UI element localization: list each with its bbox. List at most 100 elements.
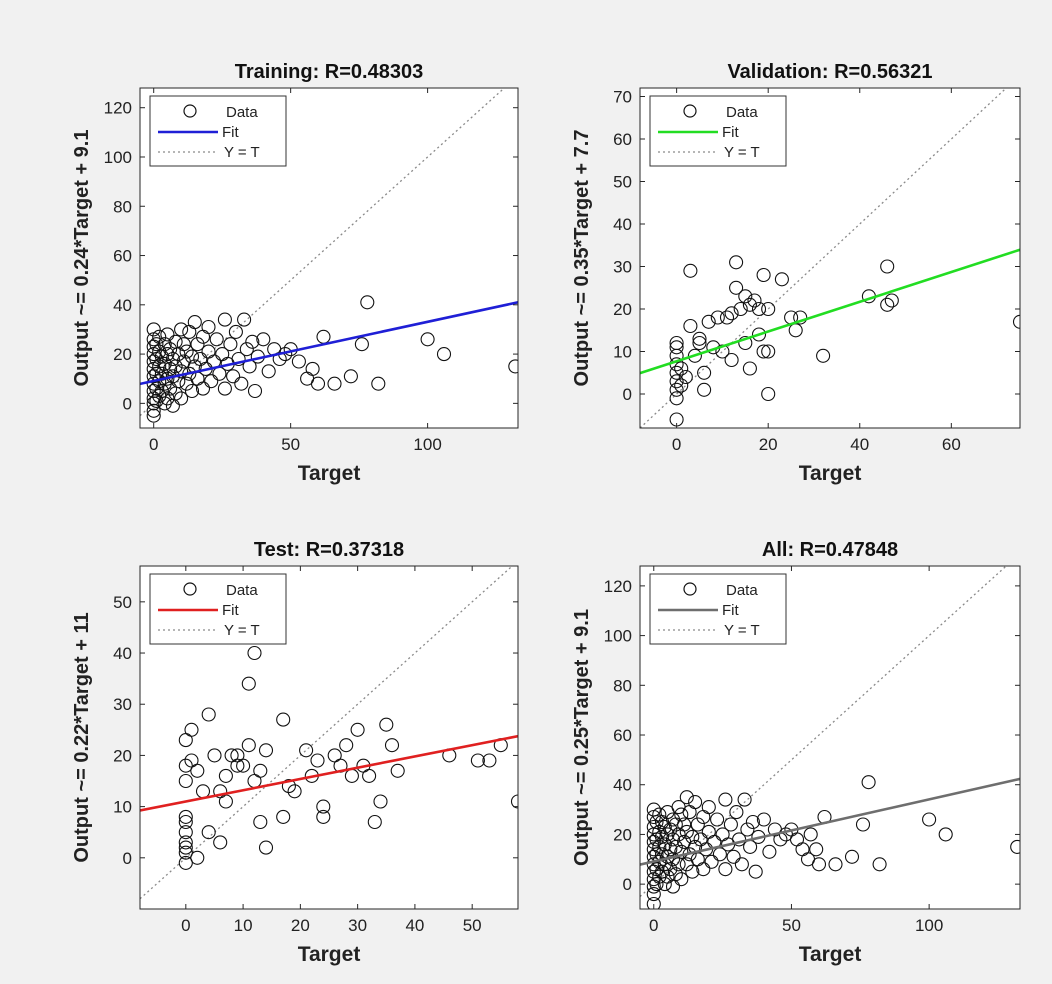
x-tick-label: 30	[348, 916, 367, 935]
data-point	[209, 332, 224, 347]
data-point	[231, 351, 246, 367]
data-point	[742, 297, 757, 312]
y-tick-label: 10	[113, 798, 132, 817]
data-point	[287, 784, 302, 799]
data-point	[371, 376, 386, 391]
data-point	[253, 814, 268, 830]
fit-line	[140, 301, 518, 386]
data-point	[669, 365, 684, 380]
data-point	[152, 329, 167, 344]
data-point	[237, 312, 252, 327]
data-point	[884, 293, 899, 308]
data-point	[748, 864, 763, 879]
data-point	[228, 324, 243, 339]
identity-line	[640, 88, 1008, 428]
data-point	[1010, 839, 1020, 854]
data-point	[223, 337, 238, 352]
data-point	[160, 327, 175, 342]
data-point	[715, 344, 730, 359]
data-point	[178, 809, 193, 824]
identity-line	[640, 566, 1008, 898]
data-point	[880, 297, 895, 312]
data-point	[261, 364, 276, 379]
data-point	[157, 356, 172, 371]
data-point	[217, 381, 232, 396]
data-point	[316, 809, 331, 824]
chart-title: Training: R=0.48303	[235, 61, 423, 83]
data-point	[674, 872, 689, 887]
data-point	[697, 365, 712, 380]
data-point	[761, 386, 776, 402]
data-point	[305, 361, 320, 376]
data-point	[793, 310, 808, 325]
y-tick-label: 0	[623, 385, 632, 404]
y-tick-label: 40	[613, 776, 632, 795]
data-point	[745, 814, 760, 830]
data-point	[373, 794, 388, 809]
y-tick-label: 0	[123, 849, 132, 868]
x-tick-label: 50	[463, 916, 482, 935]
y-tick-label: 30	[613, 258, 632, 277]
data-point	[420, 332, 435, 347]
y-axis-label: Output ~= 0.24*Target + 9.1	[71, 130, 93, 387]
x-tick-label: 60	[942, 435, 961, 454]
chart-title: All: R=0.47848	[762, 539, 898, 561]
chart-title: Test: R=0.37318	[254, 539, 404, 561]
data-point	[201, 319, 216, 335]
legend-identity-label: Y = T	[724, 622, 760, 639]
data-point	[178, 855, 193, 870]
subplot-3: 0 10 20 30 40 50 0 10 20 30 40 50 Test: R=0.37318 Tar…	[71, 539, 519, 966]
data-point	[669, 340, 684, 355]
x-tick-label: 100	[413, 435, 441, 454]
data-point	[809, 842, 824, 857]
data-point	[732, 832, 747, 847]
legend: Data Fit Y = T	[649, 573, 787, 645]
y-tick-label: 20	[613, 825, 632, 844]
data-point	[362, 768, 377, 783]
data-point	[710, 812, 725, 827]
data-point	[190, 763, 205, 778]
x-tick-label: 20	[759, 435, 778, 454]
data-point	[692, 335, 707, 351]
legend-identity-label: Y = T	[224, 144, 260, 161]
subplot-4: 0 50 100 0 20 40 60 80 100 120 All: R=0.47848 Targe…	[571, 539, 1021, 966]
legend-fit-label: Fit	[722, 602, 739, 619]
data-point	[668, 867, 683, 882]
x-tick-label: 40	[405, 916, 424, 935]
x-tick-label: 50	[281, 435, 300, 454]
plot-content	[640, 88, 1020, 428]
y-tick-label: 0	[623, 875, 632, 894]
y-tick-label: 0	[123, 394, 132, 413]
data-point	[724, 352, 739, 368]
data-point	[718, 862, 733, 877]
legend-data-marker	[683, 104, 697, 118]
y-tick-label: 20	[113, 746, 132, 765]
data-point	[226, 369, 241, 384]
data-point	[646, 896, 661, 909]
data-point	[146, 396, 161, 411]
data-point	[160, 391, 175, 406]
data-point	[178, 835, 193, 850]
data-point	[762, 844, 777, 859]
legend-data-marker	[183, 582, 197, 596]
data-point	[761, 301, 776, 317]
data-point	[669, 335, 684, 351]
data-point	[734, 857, 749, 872]
x-axis-label: Target	[298, 943, 361, 966]
legend-data-marker	[183, 104, 197, 118]
data-point	[165, 351, 180, 367]
legend-data-label: Data	[726, 582, 758, 599]
data-point	[184, 383, 200, 399]
data-point	[756, 267, 771, 283]
data-point	[436, 347, 452, 362]
data-point	[184, 722, 199, 737]
data-point	[258, 840, 274, 855]
data-point	[723, 817, 738, 832]
data-point	[811, 857, 827, 872]
data-point	[685, 864, 700, 879]
data-point	[230, 758, 245, 773]
data-point	[218, 768, 233, 783]
data-point	[201, 825, 216, 840]
y-tick-label: 30	[113, 695, 132, 714]
